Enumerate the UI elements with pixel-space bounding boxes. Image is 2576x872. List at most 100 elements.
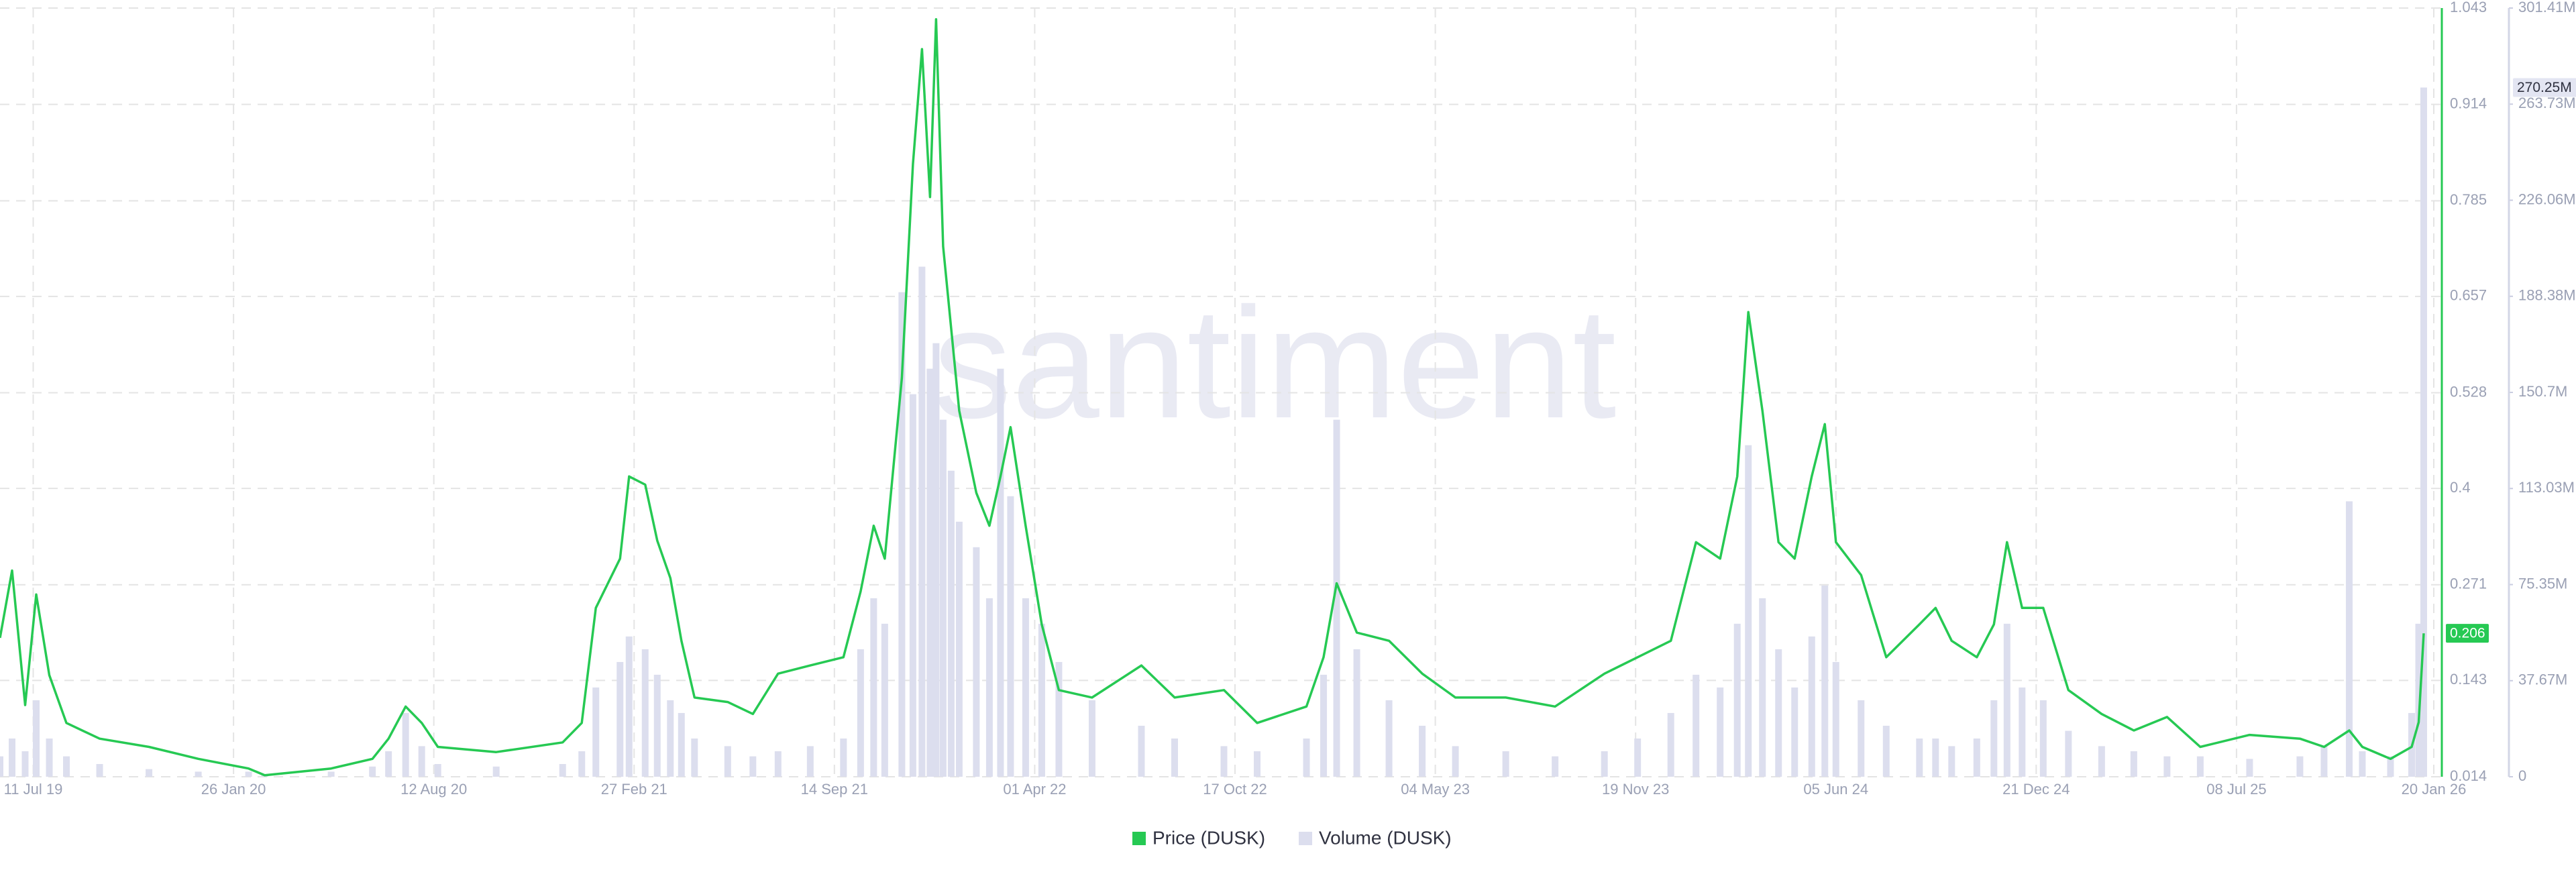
x-tick-label: 17 Oct 22 bbox=[1203, 781, 1267, 798]
x-tick-label: 12 Aug 20 bbox=[400, 781, 467, 798]
volume-bar bbox=[1254, 751, 1261, 777]
volume-bar bbox=[2296, 756, 2304, 777]
volume-bar bbox=[195, 771, 202, 777]
volume-bar bbox=[2246, 759, 2253, 777]
x-tick-label: 14 Sep 21 bbox=[801, 781, 868, 798]
volume-bar bbox=[1745, 445, 1752, 777]
y-tick-label: 0.271 bbox=[2450, 576, 2487, 592]
volume-bar bbox=[691, 738, 698, 777]
volume-bar bbox=[1916, 738, 1923, 777]
y-tick-label: 0.914 bbox=[2450, 95, 2487, 111]
volume-bar bbox=[625, 636, 633, 777]
volume-bar bbox=[63, 756, 70, 777]
current-value-label: 0.206 bbox=[2450, 626, 2485, 641]
volume-bar bbox=[806, 746, 814, 777]
volume-bar bbox=[1303, 738, 1310, 777]
legend-label: Price (DUSK) bbox=[1152, 827, 1265, 848]
volume-bar bbox=[434, 763, 441, 777]
y2-tick-label: 150.7M bbox=[2518, 383, 2567, 400]
volume-bar bbox=[997, 368, 1004, 777]
x-tick-label: 11 Jul 19 bbox=[4, 781, 63, 798]
y-tick-label: 0.528 bbox=[2450, 383, 2487, 400]
volume-bar bbox=[2420, 87, 2427, 777]
y2-tick-label: 75.35M bbox=[2518, 575, 2567, 592]
volume-bar bbox=[1385, 700, 1393, 777]
volume-bar bbox=[932, 343, 940, 777]
volume-bar bbox=[1634, 738, 1642, 777]
volume-bar bbox=[641, 649, 649, 777]
legend-swatch bbox=[1132, 832, 1146, 845]
y2-tick-label: 113.03M bbox=[2518, 479, 2575, 496]
volume-bar bbox=[1502, 751, 1509, 777]
volume-bar bbox=[2345, 501, 2353, 777]
volume-bar bbox=[616, 661, 624, 777]
volume-bar bbox=[2196, 756, 2204, 777]
x-tick-label: 19 Nov 23 bbox=[1602, 781, 1669, 798]
volume-bar bbox=[1948, 746, 1955, 777]
x-tick-label: 27 Feb 21 bbox=[601, 781, 667, 798]
y2-tick-label: 301.41M bbox=[2518, 0, 2576, 15]
volume-bar bbox=[1858, 700, 1865, 777]
volume-bar bbox=[559, 763, 566, 777]
volume-bar bbox=[749, 756, 757, 777]
volume-bar bbox=[578, 751, 586, 777]
volume-bar bbox=[1022, 598, 1029, 777]
volume-bar bbox=[926, 368, 934, 777]
volume-bar bbox=[369, 766, 376, 777]
volume-bar bbox=[2003, 623, 2010, 777]
volume-bar bbox=[840, 738, 847, 777]
volume-bar bbox=[2163, 756, 2171, 777]
volume-bar bbox=[1882, 725, 1890, 777]
volume-bar bbox=[1333, 419, 1340, 777]
volume-bar bbox=[9, 738, 16, 777]
volume-bar bbox=[1932, 738, 1939, 777]
y-tick-label: 0.143 bbox=[2450, 671, 2487, 688]
volume-bar bbox=[955, 521, 963, 777]
volume-bar bbox=[1452, 746, 1459, 777]
volume-bar bbox=[1419, 725, 1426, 777]
volume-bar bbox=[1821, 585, 1829, 777]
volume-bar bbox=[1808, 636, 1815, 777]
volume-bar bbox=[1759, 598, 1766, 777]
volume-bar bbox=[909, 394, 916, 777]
volume-bar bbox=[2320, 746, 2328, 777]
volume-bar bbox=[1552, 756, 1559, 777]
volume-bar bbox=[2415, 623, 2422, 777]
volume-bar bbox=[1973, 738, 1980, 777]
y2-tick-label: 188.38M bbox=[2518, 287, 2576, 304]
volume-bar bbox=[1832, 661, 1839, 777]
volume-bar bbox=[1138, 725, 1145, 777]
volume-bar bbox=[2359, 751, 2366, 777]
volume-bar bbox=[96, 763, 103, 777]
y-tick-label: 0.657 bbox=[2450, 287, 2487, 304]
volume-bar bbox=[146, 769, 153, 777]
x-tick-label: 05 Jun 24 bbox=[1803, 781, 1868, 798]
current-value-label: 270.25M bbox=[2517, 80, 2572, 95]
y2-tick-label: 37.67M bbox=[2518, 671, 2567, 688]
x-tick-label: 20 Jan 26 bbox=[2402, 781, 2467, 798]
volume-bar bbox=[327, 771, 335, 777]
volume-bar bbox=[653, 674, 661, 777]
volume-bar bbox=[1733, 623, 1741, 777]
volume-bars bbox=[0, 87, 2427, 777]
volume-bar bbox=[1088, 700, 1095, 777]
volume-bar bbox=[1791, 687, 1799, 777]
volume-bar bbox=[1601, 751, 1608, 777]
y-tick-label: 0.785 bbox=[2450, 191, 2487, 208]
volume-bar bbox=[418, 746, 425, 777]
volume-bar bbox=[1667, 712, 1674, 777]
y-tick-label: 0.014 bbox=[2450, 767, 2487, 784]
volume-bar bbox=[2065, 730, 2072, 777]
volume-bar bbox=[857, 649, 864, 777]
volume-bar bbox=[1220, 746, 1228, 777]
volume-bar bbox=[402, 712, 409, 777]
volume-bar bbox=[1055, 661, 1063, 777]
current-value-box bbox=[2446, 624, 2489, 643]
x-tick-label: 21 Dec 24 bbox=[2002, 781, 2070, 798]
volume-bar bbox=[918, 266, 926, 777]
volume-bar bbox=[1990, 700, 1998, 777]
x-tick-label: 04 May 23 bbox=[1401, 781, 1470, 798]
x-tick-label: 01 Apr 22 bbox=[1003, 781, 1066, 798]
volume-bar bbox=[0, 756, 3, 777]
legend-swatch bbox=[1299, 832, 1313, 845]
